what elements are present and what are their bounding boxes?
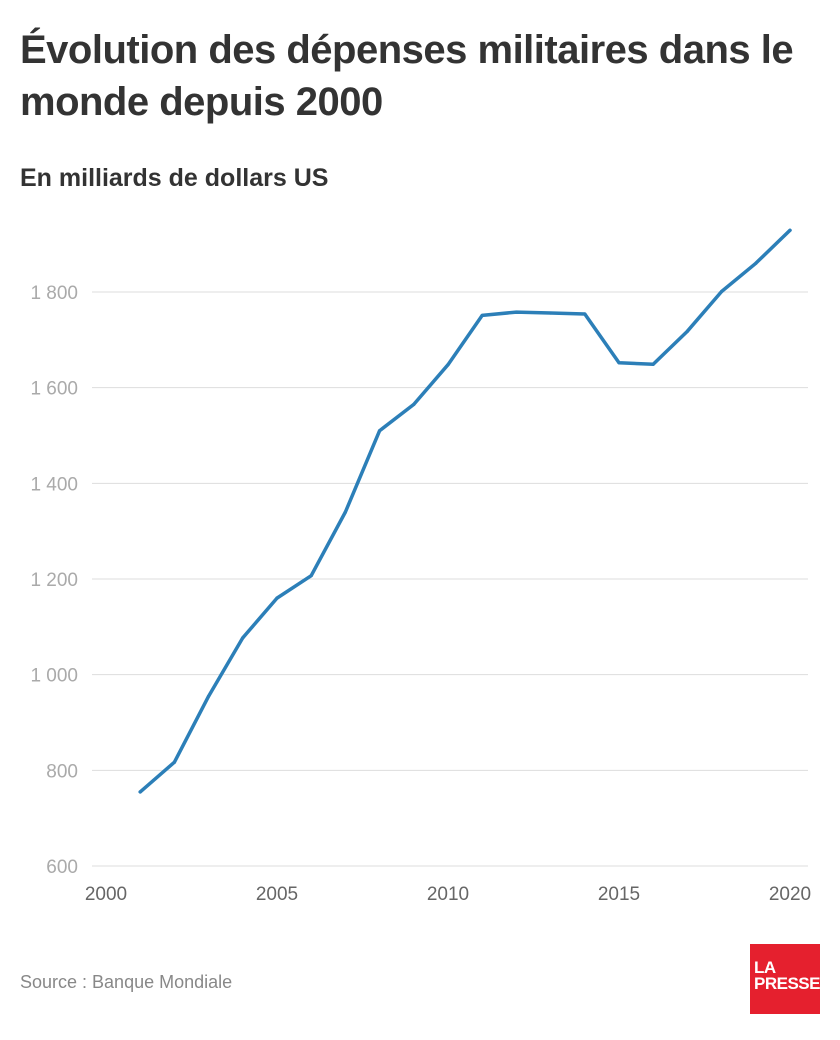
data-series (138, 228, 792, 794)
line-chart: 600 800 1 000 1 200 1 400 1 600 1 800 2000 2005… (30, 228, 811, 905)
data-point (720, 289, 724, 294)
series-line (138, 228, 792, 794)
x-tick-label: 2010 (427, 884, 469, 905)
data-point (207, 694, 211, 698)
x-tick-label: 2020 (769, 884, 811, 905)
source-note: Source : Banque Mondiale (20, 972, 233, 992)
data-point (172, 760, 176, 764)
y-axis-tick-labels: 600 800 1 000 1 200 1 400 1 600 1 800 (30, 283, 78, 878)
data-point (685, 329, 690, 333)
y-tick-label: 1 400 (30, 474, 78, 495)
x-tick-label: 2005 (256, 884, 298, 905)
y-tick-label: 600 (46, 857, 78, 878)
data-point (549, 311, 553, 315)
data-point (617, 361, 621, 365)
la-presse-logo: LA PRESSE (750, 944, 820, 1014)
data-point (480, 313, 484, 318)
logo-line-2: PRESSE (754, 974, 820, 993)
y-tick-label: 800 (46, 761, 78, 782)
data-point (412, 402, 416, 407)
data-point (378, 429, 382, 433)
data-point (754, 261, 758, 265)
data-point (514, 310, 519, 314)
chart-title: Évolution des dépenses militaires dans l… (20, 28, 794, 124)
logo-line-1: LA (754, 958, 776, 977)
data-point (309, 574, 313, 578)
chart-subtitle: En milliards de dollars US (20, 164, 329, 192)
data-point (788, 228, 792, 232)
x-tick-label: 2015 (598, 884, 640, 905)
y-tick-label: 1 200 (30, 570, 78, 591)
y-tick-label: 1 600 (30, 379, 78, 400)
data-point (241, 636, 245, 640)
y-tick-label: 1 000 (30, 666, 78, 687)
data-point (583, 312, 587, 316)
y-tick-label: 1 800 (30, 283, 78, 304)
data-point (651, 362, 655, 366)
data-point (138, 790, 142, 794)
x-tick-label: 2000 (85, 884, 127, 905)
data-point (446, 363, 450, 367)
data-point (275, 596, 279, 600)
gridlines (92, 291, 808, 867)
x-axis-tick-labels: 2000 2005 2010 2015 2020 (85, 884, 811, 905)
data-point (343, 510, 347, 514)
